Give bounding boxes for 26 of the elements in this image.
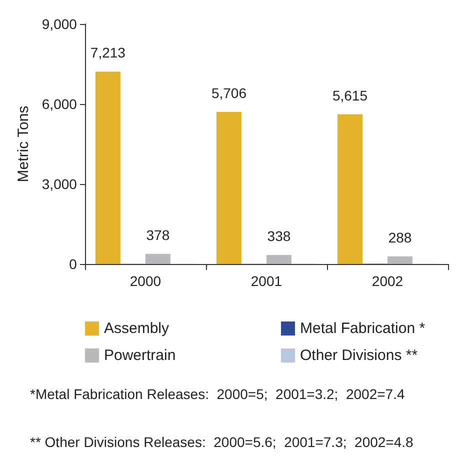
legend-label: Powertrain bbox=[104, 347, 176, 364]
x-tick-label: 2001 bbox=[250, 273, 282, 289]
data-label: 338 bbox=[267, 228, 291, 244]
data-label: 5,615 bbox=[332, 87, 368, 104]
legend-label: Other Divisions ** bbox=[300, 347, 418, 364]
bar bbox=[266, 254, 292, 264]
data-label: 5,706 bbox=[211, 84, 247, 101]
y-tick-label: 6,000 bbox=[42, 96, 78, 112]
x-tick-label: 2002 bbox=[372, 273, 404, 289]
text: *Metal Fabrication Releases: 2000=5; 2001=3.2; 2002=7.4 bbox=[30, 386, 405, 402]
bar bbox=[387, 256, 412, 264]
data-label: 7,213 bbox=[90, 44, 126, 61]
y-tick-label: 0 bbox=[69, 256, 78, 272]
y-tick-label: 9,000 bbox=[42, 16, 78, 32]
x-tick-label: 2000 bbox=[130, 273, 162, 289]
legend-label: Metal Fabrication * bbox=[300, 320, 426, 337]
data-label: 378 bbox=[146, 226, 170, 243]
data-label: 288 bbox=[388, 229, 412, 246]
bar bbox=[216, 112, 242, 264]
text: ** Other Divisions Releases: 2000=5.6; 2001=7.3; 2002=4.8 bbox=[30, 434, 414, 450]
legend-label: Assembly bbox=[104, 320, 170, 337]
y-axis-title: Metric Tons bbox=[15, 106, 32, 182]
y-tick-label: 3,000 bbox=[42, 176, 78, 192]
bar bbox=[145, 254, 170, 264]
bar bbox=[95, 72, 120, 264]
bar bbox=[337, 114, 362, 264]
